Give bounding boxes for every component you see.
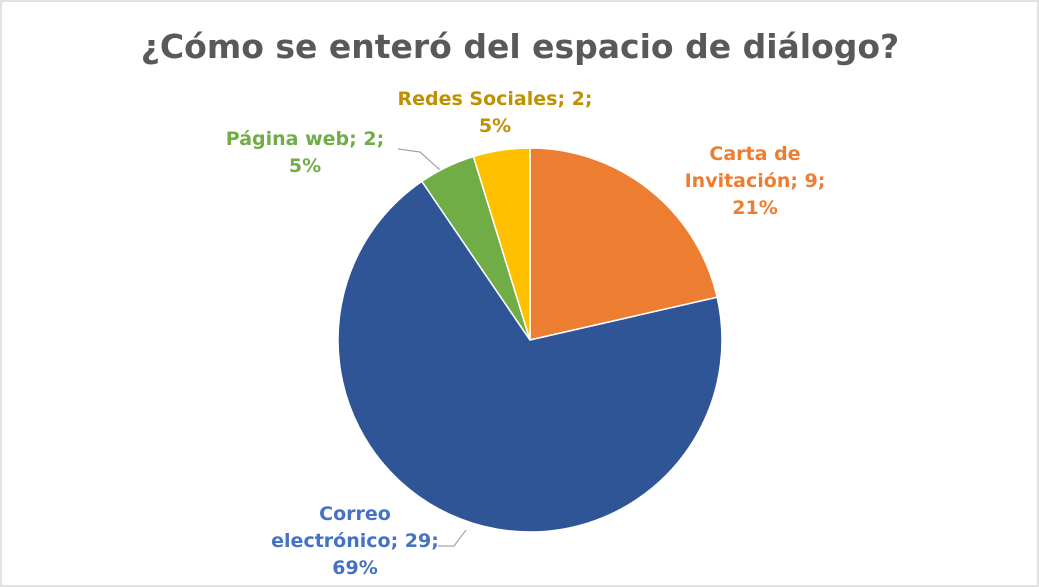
data-label: Redes Sociales; 2; 5% (397, 88, 592, 137)
pie-slice (337, 180, 723, 533)
data-label-line: electrónico; 29; (271, 530, 439, 552)
data-label: Página web; 2; 5% (226, 128, 384, 177)
data-label-line: 5% (289, 155, 321, 177)
data-label-line: 21% (732, 197, 777, 219)
data-label-line: Correo (319, 503, 391, 525)
chart-title: ¿Cómo se enteró del espacio de diálogo? (141, 27, 899, 66)
leader-line (397, 148, 441, 171)
data-label-line: 5% (479, 115, 511, 137)
leader-line (438, 529, 467, 547)
data-label-line: Invitación; 9; (685, 170, 826, 192)
data-label: Carta de Invitación; 9; 21% (685, 143, 826, 219)
data-label-line: 69% (332, 557, 377, 579)
pie-slice (472, 147, 531, 341)
data-label-line: Redes Sociales; 2; (397, 88, 592, 110)
pie-slice (529, 147, 719, 341)
data-label-line: Carta de (709, 143, 800, 165)
data-label-line: Página web; 2; (226, 128, 384, 150)
data-label: Correo electrónico; 29; 69% (271, 503, 439, 579)
